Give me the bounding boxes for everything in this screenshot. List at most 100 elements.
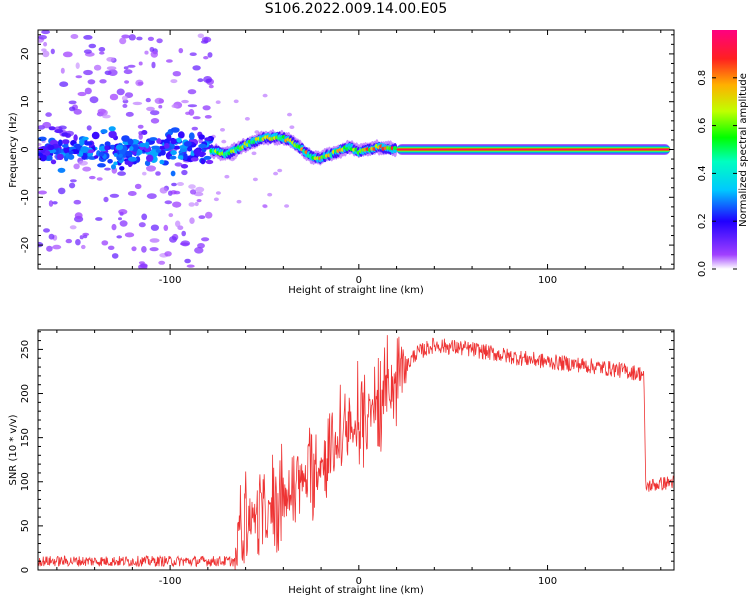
noise-blob	[267, 192, 273, 197]
noise-blob	[107, 245, 115, 250]
noise-blob	[200, 40, 209, 44]
signal-blob	[183, 141, 192, 147]
signal-blob	[82, 136, 89, 141]
noise-blob	[186, 264, 195, 268]
snr-frame	[37, 329, 675, 571]
y-tick-label: -10	[20, 189, 31, 205]
noise-blob	[83, 35, 93, 40]
signal-blob	[183, 153, 188, 161]
noise-blob	[131, 246, 137, 252]
noise-blob	[134, 183, 142, 190]
noise-blob	[41, 30, 50, 35]
noise-blob	[124, 80, 130, 84]
noise-blob	[48, 233, 55, 240]
noise-blob	[188, 109, 195, 116]
signal-blob	[198, 151, 205, 158]
noise-blob	[69, 182, 76, 189]
noise-blob	[136, 36, 143, 41]
noise-blob	[144, 50, 149, 55]
snr-panel: -100 0 100 0 50 100 150 200 250 Height of straig…	[8, 329, 675, 596]
noise-blob	[75, 75, 83, 79]
noise-blob	[158, 104, 163, 109]
signal-blob	[83, 141, 93, 146]
y-tick-label: 10	[20, 95, 31, 108]
noise-blob	[163, 224, 169, 231]
noise-blob	[84, 87, 92, 95]
noise-blob	[59, 81, 69, 87]
noise-blob	[187, 104, 198, 108]
signal-blob	[170, 150, 177, 156]
signal-blob	[57, 167, 66, 173]
spectrogram-x-axis-label: Height of straight line (km)	[288, 285, 424, 296]
noise-blob	[79, 235, 84, 240]
signal-blob	[127, 138, 134, 146]
noise-blob	[202, 105, 211, 111]
noise-blob	[86, 125, 92, 131]
noise-blob	[109, 193, 120, 198]
signal-blob	[48, 126, 56, 131]
signal-blob	[67, 154, 75, 160]
signal-blob	[47, 144, 55, 151]
noise-blob	[197, 78, 204, 83]
noise-blob	[111, 223, 117, 231]
signal-blob	[38, 152, 43, 157]
noise-blob	[83, 49, 92, 54]
noise-blob	[254, 130, 260, 134]
noise-blob	[99, 109, 108, 116]
signal-blob	[124, 160, 130, 165]
signal-blob	[135, 150, 141, 156]
signal-blob	[113, 161, 118, 166]
signal-blob	[151, 145, 161, 150]
y-tick-label: 20	[20, 48, 31, 61]
signal-blob	[97, 163, 106, 168]
y-tick-label: 0	[20, 146, 31, 152]
x-tick-label: -100	[159, 275, 182, 286]
signal-blob	[79, 138, 85, 146]
signal-blob	[54, 129, 64, 134]
colorbar-tick-label: 0.6	[697, 118, 708, 134]
noise-blob	[101, 240, 109, 246]
noise-blob	[251, 151, 257, 156]
noise-blob	[46, 245, 53, 252]
signal-blob	[170, 127, 180, 133]
y-tick-label: 200	[20, 384, 31, 403]
noise-blob	[119, 220, 128, 227]
signal-blob	[190, 157, 199, 162]
colorbar-tick-label: 0.4	[697, 165, 708, 181]
noise-blob	[146, 193, 157, 200]
noise-blob	[287, 112, 292, 117]
noise-blob	[169, 236, 177, 243]
x-tick-label: 100	[538, 576, 557, 587]
noise-blob	[198, 215, 206, 220]
noise-blob	[82, 232, 90, 236]
noise-blob	[172, 71, 181, 77]
noise-blob	[175, 220, 181, 228]
signal-blob	[62, 144, 69, 148]
noise-blob	[119, 37, 127, 45]
signal-blob	[104, 145, 110, 151]
signal-blob	[158, 145, 166, 150]
signal-blob	[73, 134, 78, 142]
y-tick-label: 0	[20, 567, 31, 573]
noise-blob	[252, 177, 258, 182]
noise-blob	[106, 66, 117, 71]
signal-blob	[56, 153, 64, 160]
noise-blob	[96, 177, 103, 181]
noise-blob	[147, 36, 154, 42]
x-tick-label: 100	[538, 275, 557, 286]
noise-blob	[188, 202, 195, 207]
signal-blob	[100, 129, 108, 134]
noise-blob	[75, 239, 81, 246]
noise-blob	[128, 34, 136, 41]
signal-blob	[170, 170, 176, 177]
noise-blob	[74, 212, 83, 220]
noise-blob	[106, 57, 115, 62]
noise-blob	[69, 225, 77, 230]
snr-ticks: -100 0 100 0 50 100 150 200 250	[20, 330, 674, 587]
noise-blob	[141, 246, 147, 253]
y-tick-label: 50	[20, 520, 31, 533]
noise-blob	[125, 111, 134, 117]
noise-blob	[221, 139, 227, 144]
signal-blob	[108, 126, 116, 132]
